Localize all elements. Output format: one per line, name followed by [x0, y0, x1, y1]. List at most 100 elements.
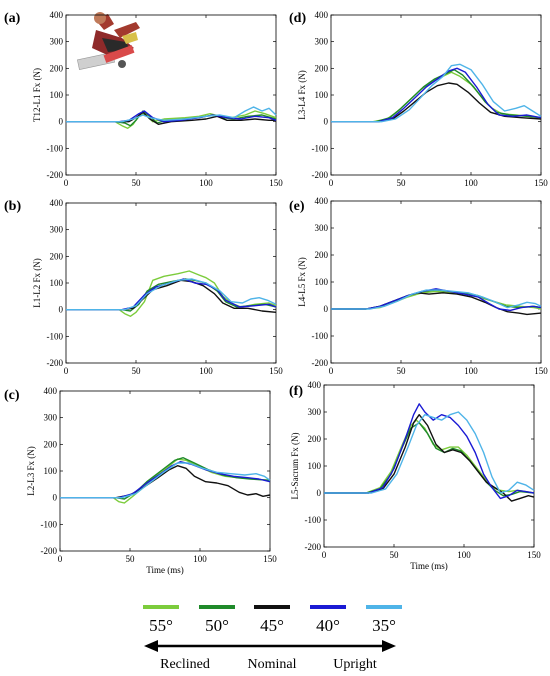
- x-tick-label: 0: [329, 178, 334, 188]
- series-line-35: [66, 106, 277, 123]
- x-tick-label: 150: [534, 366, 548, 376]
- x-axis-label: Time (ms): [410, 561, 447, 571]
- y-tick-label: 300: [50, 225, 64, 235]
- y-tick-label: 300: [50, 37, 64, 47]
- y-axis-label: T12-L1 Fx (N): [32, 68, 42, 122]
- y-tick-label: 400: [315, 196, 329, 206]
- series-line-35: [331, 63, 542, 123]
- series-line-40: [66, 278, 277, 311]
- recline-arrow: Reclined Nominal Upright: [144, 640, 396, 672]
- x-tick-label: 100: [193, 554, 207, 564]
- x-tick-label: 100: [199, 178, 213, 188]
- legend-label-55: 55°: [149, 616, 173, 635]
- y-tick-label: 100: [315, 90, 329, 100]
- series-line-40: [331, 288, 542, 312]
- series-line-55: [324, 419, 535, 494]
- y-axis-label: L2-L3 Fx (N): [26, 446, 36, 496]
- series-line-55: [66, 110, 277, 130]
- y-tick-label: -100: [305, 515, 322, 525]
- series-line-40: [324, 403, 535, 500]
- y-tick-label: 100: [50, 278, 64, 288]
- y-axis-label: L1-L2 Fx (N): [32, 258, 42, 308]
- y-tick-label: 0: [53, 493, 58, 503]
- x-tick-label: 0: [329, 366, 334, 376]
- y-tick-label: -200: [305, 542, 322, 552]
- x-tick-label: 150: [534, 178, 548, 188]
- y-tick-label: 200: [44, 439, 58, 449]
- x-tick-label: 150: [269, 366, 283, 376]
- arrow-head-left: [144, 640, 158, 652]
- y-axis-label: L5-Sacrum Fx (N): [290, 433, 300, 500]
- x-tick-label: 150: [269, 178, 283, 188]
- y-tick-label: 300: [44, 413, 58, 423]
- panel-label: (f): [289, 384, 303, 399]
- panel-f: -200 -100 0 100 200 300 400 0 50 100 150 L5-Sacrum …: [289, 380, 541, 571]
- legend-label-45: 45°: [260, 616, 284, 635]
- arrow-label-nominal: Nominal: [248, 657, 297, 672]
- y-axis-label: L3-L4 Fx (N): [297, 70, 307, 120]
- y-tick-label: -100: [47, 143, 64, 153]
- plot-frame: [330, 14, 542, 176]
- y-tick-label: 100: [44, 466, 58, 476]
- y-tick-label: 0: [324, 117, 329, 127]
- x-tick-label: 50: [126, 554, 136, 564]
- series-line-50: [324, 422, 535, 497]
- legend-label-35: 35°: [372, 616, 396, 635]
- y-tick-label: 300: [315, 37, 329, 47]
- y-tick-label: 200: [315, 250, 329, 260]
- series-line-35: [66, 278, 277, 311]
- series-line-40: [331, 67, 542, 123]
- legend-label-40: 40°: [316, 616, 340, 635]
- x-tick-label: 100: [199, 366, 213, 376]
- y-tick-label: -200: [312, 170, 329, 180]
- x-tick-label: 100: [464, 178, 478, 188]
- y-tick-label: 400: [308, 380, 322, 390]
- legend: 55° 50° 45° 40° 35°: [143, 605, 402, 635]
- x-tick-label: 0: [64, 178, 69, 188]
- legend-label-50: 50°: [205, 616, 229, 635]
- series-line-45: [66, 279, 277, 313]
- y-tick-label: -200: [47, 170, 64, 180]
- x-tick-label: 150: [263, 554, 277, 564]
- plot-frame: [330, 200, 542, 364]
- y-tick-label: 200: [308, 434, 322, 444]
- panel-label: (a): [4, 11, 21, 26]
- panel-b: -200 -100 0 100 200 300 400 0 50 100 150 L1-L2 Fx (…: [4, 198, 283, 376]
- arrow-head-right: [382, 640, 396, 652]
- series-line-50: [60, 457, 271, 500]
- x-tick-label: 50: [132, 178, 142, 188]
- y-tick-label: 400: [50, 198, 64, 208]
- panel-e: -200 -100 0 100 200 300 400 0 50 100 150 L4-L5 Fx (…: [289, 196, 548, 376]
- y-tick-label: 0: [324, 304, 329, 314]
- series-line-35: [331, 289, 542, 310]
- y-tick-label: 200: [315, 63, 329, 73]
- series-line-50: [331, 68, 542, 123]
- y-tick-label: -100: [41, 519, 58, 529]
- y-tick-label: 400: [44, 386, 58, 396]
- y-tick-label: 300: [308, 407, 322, 417]
- y-tick-label: -100: [312, 143, 329, 153]
- x-tick-label: 150: [527, 550, 541, 560]
- x-tick-label: 0: [322, 550, 327, 560]
- panel-label: (b): [4, 199, 21, 214]
- arrow-label-reclined: Reclined: [160, 657, 210, 672]
- panel-label: (d): [289, 11, 306, 26]
- x-axis-label: Time (ms): [146, 565, 183, 575]
- y-tick-label: -100: [312, 331, 329, 341]
- panel-c: -200 -100 0 100 200 300 400 0 50 100 150 L2-L3 Fx (…: [4, 386, 277, 575]
- series-line-35: [324, 411, 535, 494]
- y-tick-label: 100: [315, 277, 329, 287]
- series-line-45: [331, 292, 542, 316]
- y-tick-label: -200: [47, 358, 64, 368]
- panel-d: -200 -100 0 100 200 300 400 0 50 100 150 L3-L4 Fx (…: [289, 10, 548, 188]
- y-tick-label: 0: [59, 305, 64, 315]
- y-tick-label: 0: [317, 488, 322, 498]
- x-tick-label: 0: [64, 366, 69, 376]
- plot-frame: [323, 384, 535, 548]
- y-tick-label: 200: [50, 63, 64, 73]
- panel-label: (c): [4, 388, 20, 403]
- y-tick-label: 400: [315, 10, 329, 20]
- arrow-label-upright: Upright: [333, 657, 377, 672]
- series-line-45: [60, 465, 271, 499]
